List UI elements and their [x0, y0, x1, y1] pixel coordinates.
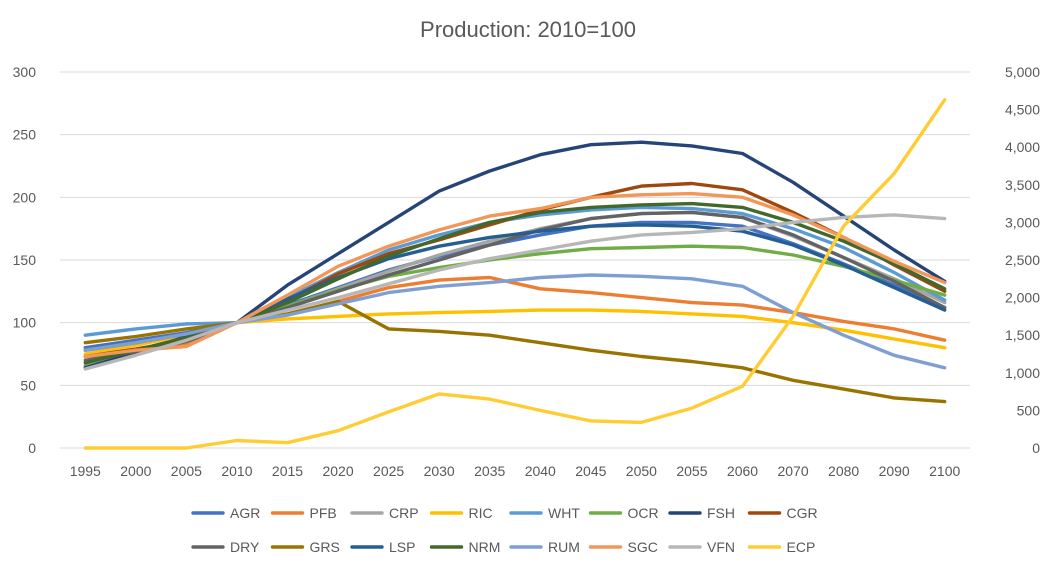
right-tick-label: 4,500 [1005, 102, 1040, 118]
right-tick-label: 4,000 [1005, 139, 1040, 155]
legend-label: CRP [389, 505, 419, 521]
x-tick-label: 2035 [474, 463, 505, 479]
series-line-ecp [83, 98, 947, 450]
x-tick-label: 2020 [322, 463, 353, 479]
left-tick-label: 300 [13, 64, 37, 80]
legend-label: PFB [310, 505, 337, 521]
legend-label: GRS [310, 539, 340, 555]
legend-label: AGR [230, 505, 260, 521]
right-tick-label: 1,500 [1005, 327, 1040, 343]
right-tick-label: 5,000 [1005, 64, 1040, 80]
legend-item-ric: RIC [429, 505, 493, 521]
left-tick-label: 150 [13, 252, 37, 268]
legend-item-rum: RUM [509, 539, 580, 555]
x-tick-label: 2030 [424, 463, 455, 479]
left-tick-label: 200 [13, 189, 37, 205]
legend-item-agr: AGR [191, 505, 260, 521]
left-tick-label: 250 [13, 127, 37, 143]
legend-label: NRM [469, 539, 501, 555]
legend-item-cgr: CGR [747, 505, 818, 521]
x-tick-label: 2050 [626, 463, 657, 479]
x-tick-label: 2000 [120, 463, 151, 479]
legend-label: SGC [628, 539, 658, 555]
legend-label: RUM [548, 539, 580, 555]
legend-item-ecp: ECP [747, 539, 816, 555]
x-tick-label: 2005 [171, 463, 202, 479]
legend-item-wht: WHT [509, 505, 580, 521]
legend-item-nrm: NRM [429, 539, 501, 555]
right-tick-label: 1,000 [1005, 365, 1040, 381]
left-tick-label: 100 [13, 315, 37, 331]
x-tick-label: 1995 [70, 463, 101, 479]
right-tick-label: 3,000 [1005, 214, 1040, 230]
x-tick-label: 2100 [929, 463, 960, 479]
legend-item-crp: CRP [350, 505, 419, 521]
legend-item-grs: GRS [270, 539, 340, 555]
legend-label: VFN [707, 539, 735, 555]
x-tick-label: 2015 [272, 463, 303, 479]
legend-item-sgc: SGC [588, 539, 658, 555]
legend-label: CGR [787, 505, 818, 521]
x-tick-label: 2040 [525, 463, 556, 479]
series-line-vfn [83, 213, 947, 371]
legend-label: OCR [628, 505, 659, 521]
legend-item-lsp: LSP [350, 539, 415, 555]
right-tick-label: 3,500 [1005, 177, 1040, 193]
legend-label: ECP [787, 539, 816, 555]
left-tick-label: 50 [20, 377, 36, 393]
right-tick-label: 0 [1032, 440, 1040, 456]
legend-item-ocr: OCR [588, 505, 659, 521]
x-axis: 1995 2000 2005 2010 2015 2020 2025 2030 2035 2040… [70, 463, 961, 479]
left-tick-label: 0 [28, 440, 36, 456]
left-axis: 0 50 100 150 200 250 300 [13, 64, 37, 456]
right-tick-label: 500 [1017, 402, 1041, 418]
x-tick-label: 2090 [879, 463, 910, 479]
series-lines [83, 98, 947, 450]
legend-label: RIC [469, 505, 493, 521]
legend-item-fsh: FSH [668, 505, 735, 521]
legend-label: DRY [230, 539, 260, 555]
legend-label: LSP [389, 539, 415, 555]
x-tick-label: 2060 [727, 463, 758, 479]
legend-item-dry: DRY [191, 539, 260, 555]
chart-title: Production: 2010=100 [420, 17, 636, 42]
legend-item-vfn: VFN [668, 539, 735, 555]
legend-label: WHT [548, 505, 580, 521]
x-tick-label: 2025 [373, 463, 404, 479]
x-tick-label: 2055 [676, 463, 707, 479]
right-axis: 0 500 1,000 1,500 2,000 2,500 3,000 3,500 4,000 4… [1005, 64, 1040, 456]
x-tick-label: 2045 [575, 463, 606, 479]
legend: AGR PFB CRP RIC WHT OCR FSH CGR DRY GRS LSP NRM RUM S… [191, 505, 818, 555]
x-tick-label: 2080 [828, 463, 859, 479]
x-tick-label: 2070 [777, 463, 808, 479]
x-tick-label: 2010 [221, 463, 252, 479]
right-tick-label: 2,000 [1005, 290, 1040, 306]
legend-label: FSH [707, 505, 735, 521]
legend-item-pfb: PFB [270, 505, 337, 521]
right-tick-label: 2,500 [1005, 252, 1040, 268]
